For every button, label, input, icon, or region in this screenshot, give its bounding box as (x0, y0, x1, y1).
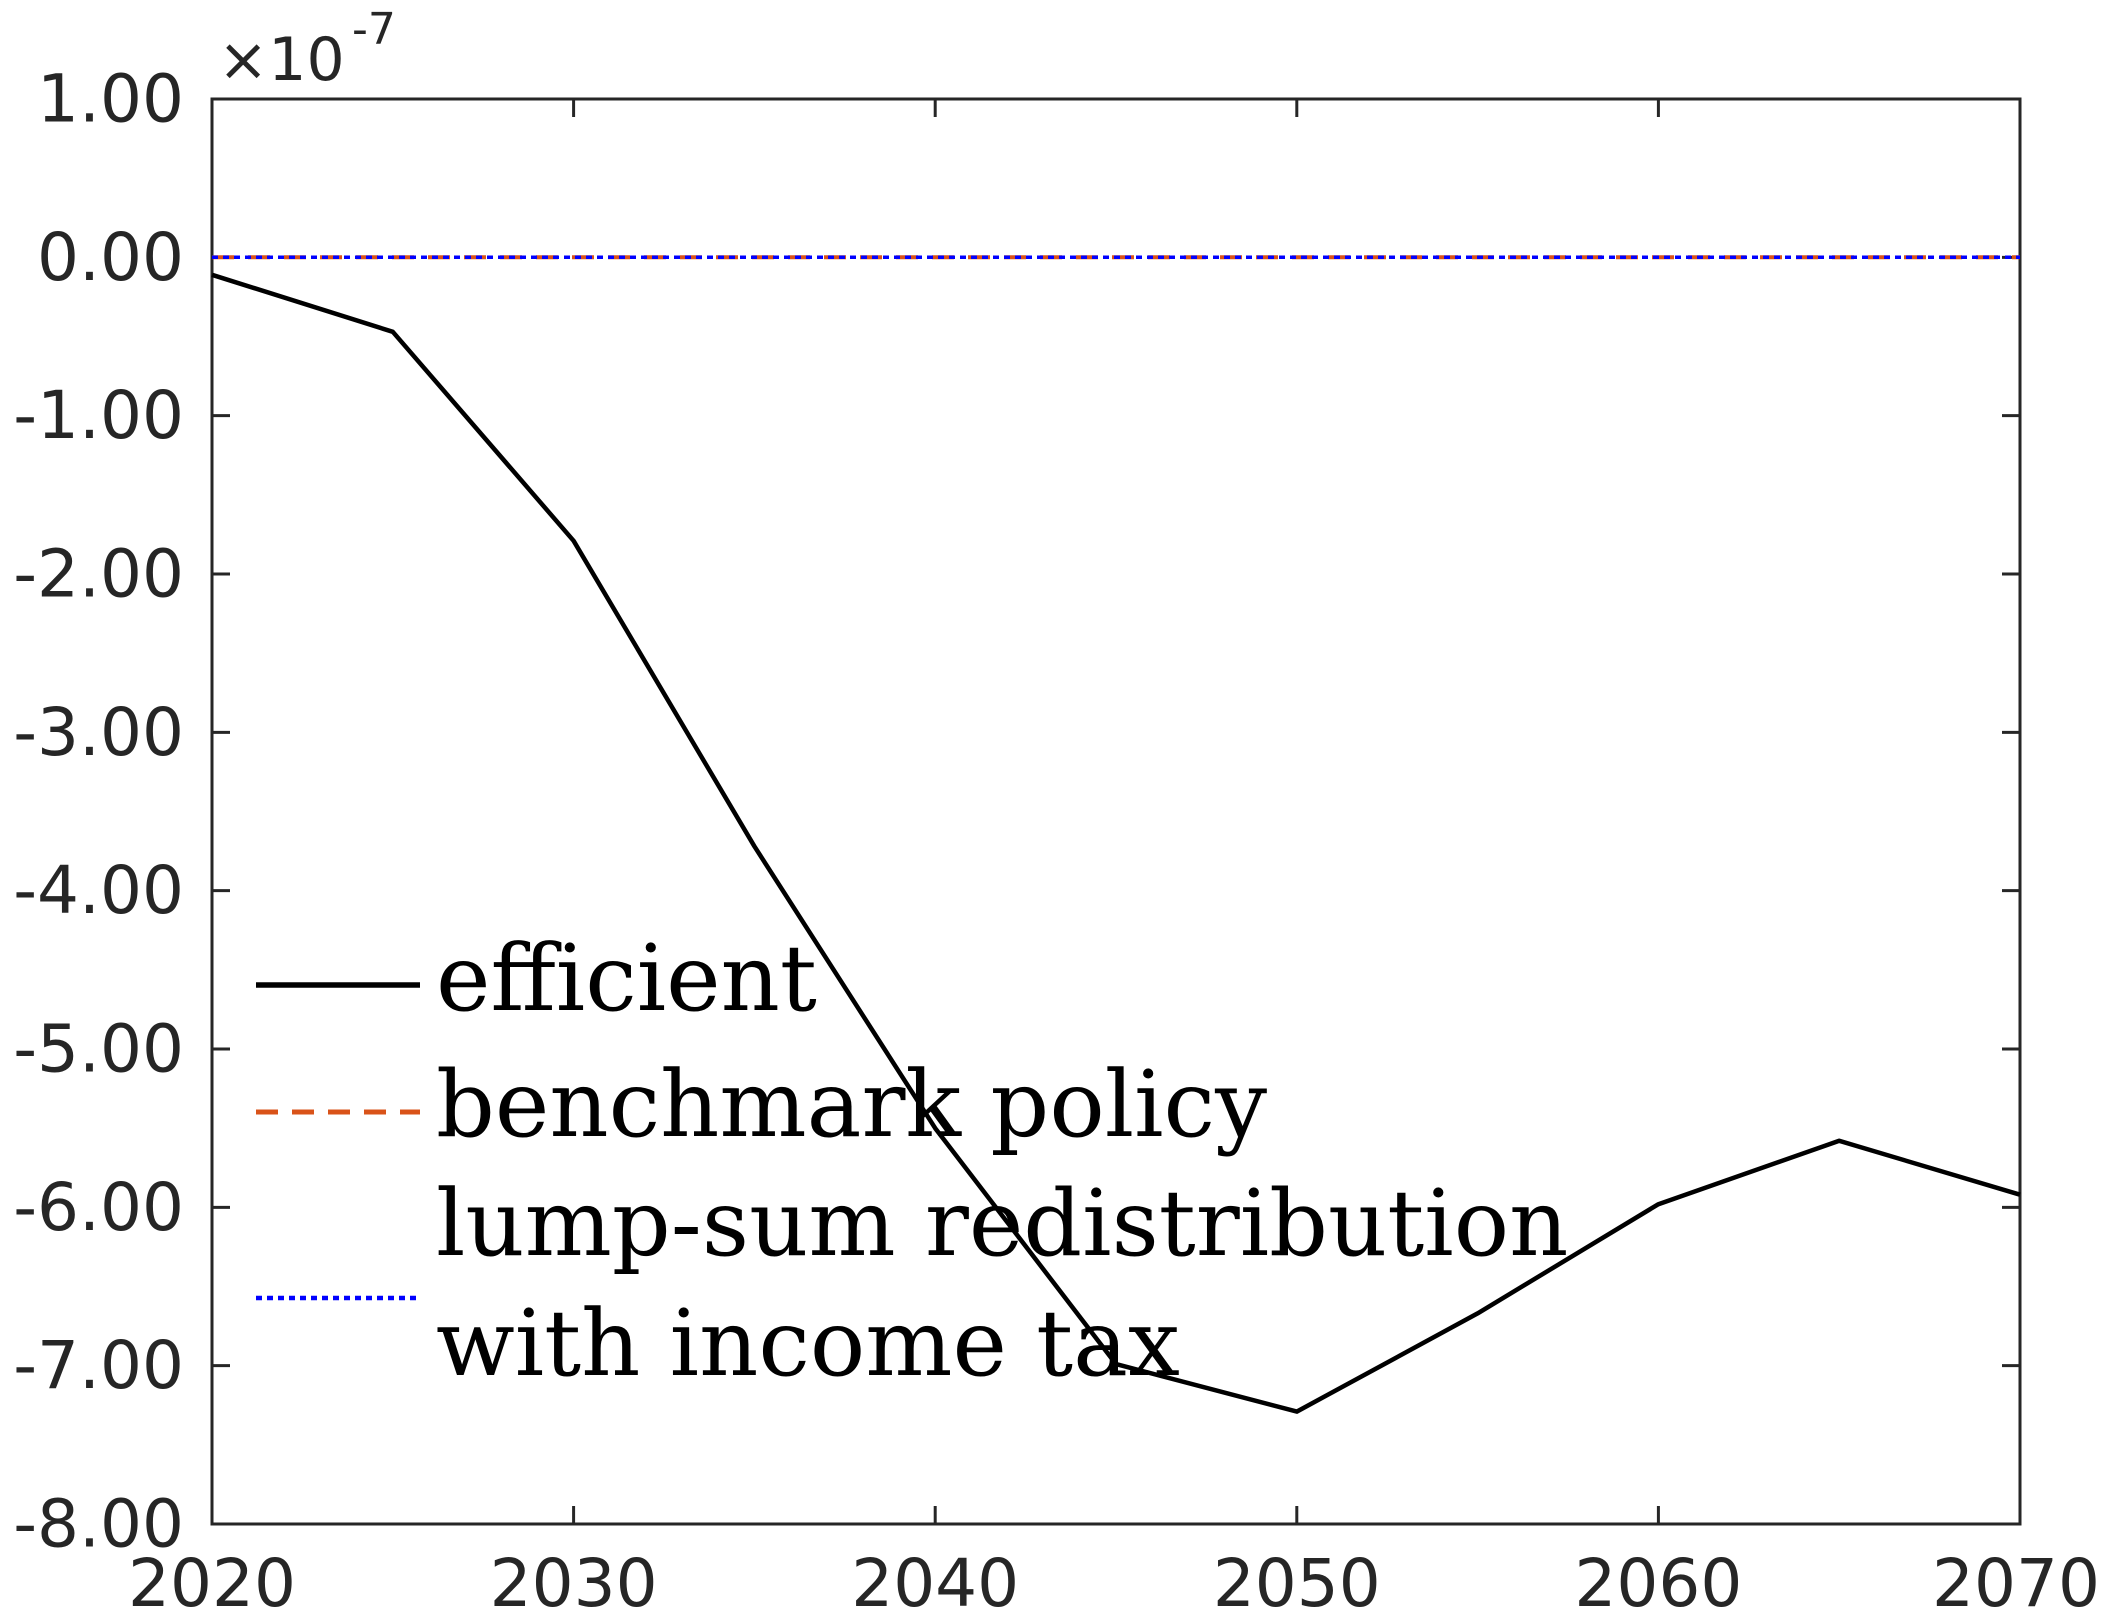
y-tick-label: -1.00 (13, 377, 184, 454)
axes: 1.00 0.00 -1.00 -2.00 -3.00 -4.00 -5.00 -6.00 -7… (13, 4, 2100, 1622)
y-tick-label: -4.00 (13, 852, 184, 929)
y-exponent-prefix: ×10 (218, 25, 345, 95)
legend-label-benchmark-policy: benchmark policy (436, 1051, 1267, 1158)
legend-label-lump-sum-redistribution-with-income-tax: lump-sum redistribution (436, 1170, 1568, 1277)
y-exponent-power: -7 (352, 4, 396, 55)
legend-label-lump-sum-redistribution-with-income-tax: with income tax (436, 1290, 1180, 1397)
y-tick-label: -5.00 (13, 1011, 184, 1088)
legend: efficient benchmark policy lump-sum redist… (256, 925, 1568, 1397)
x-tick-label: 2050 (1213, 1545, 1381, 1622)
y-tick-label: 1.00 (37, 61, 184, 138)
x-tick-label: 2060 (1574, 1545, 1742, 1622)
plot-box (210, 97, 2022, 1526)
series-line-efficient (211, 272, 2021, 1414)
legend-label-efficient: efficient (436, 925, 817, 1032)
x-tick-label: 2030 (490, 1545, 658, 1622)
y-tick-label: -2.00 (13, 536, 184, 613)
y-tick-label: 0.00 (37, 219, 184, 296)
y-tick-label: -6.00 (13, 1169, 184, 1246)
x-tick-label: 2070 (1932, 1545, 2100, 1622)
y-tick-label: -8.00 (13, 1486, 184, 1563)
x-tick-label: 2040 (851, 1545, 1019, 1622)
x-tick-label: 2020 (128, 1545, 296, 1622)
series-group (211, 255, 2021, 1414)
y-tick-label: -3.00 (13, 694, 184, 771)
y-tick-label: -7.00 (13, 1327, 184, 1404)
y-axis-exponent: ×10 -7 (218, 4, 396, 95)
